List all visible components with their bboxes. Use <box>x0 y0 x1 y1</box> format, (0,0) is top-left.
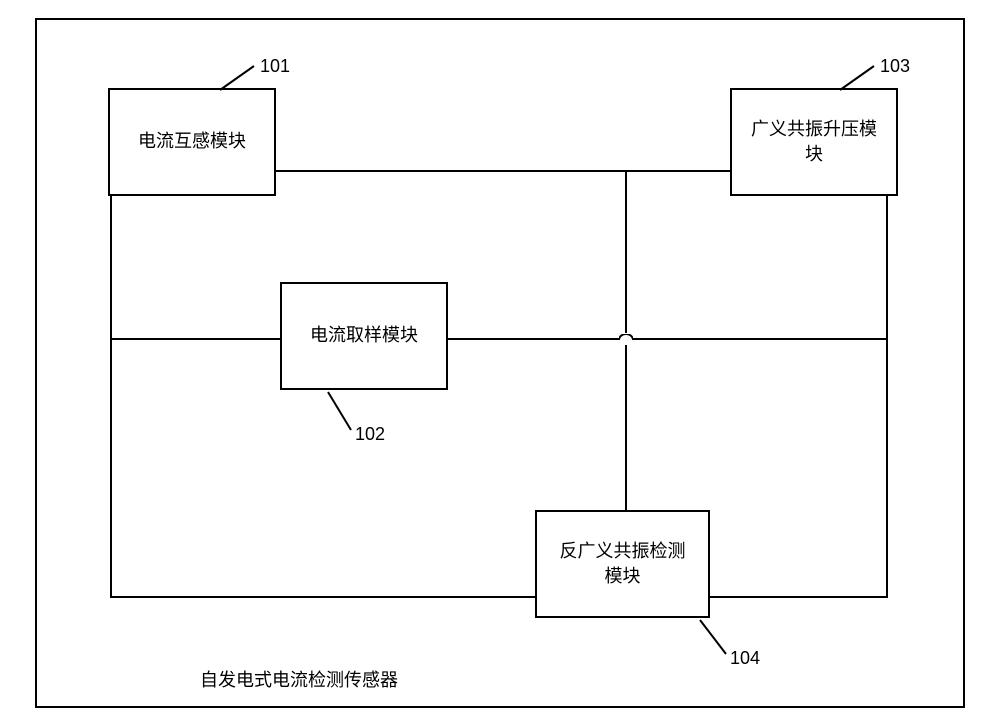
leader-line <box>219 65 255 91</box>
edge <box>448 338 886 340</box>
diagram-caption: 自发电式电流检测传感器 <box>200 666 398 692</box>
edge <box>110 596 535 598</box>
node-label: 反广义共振检测模块 <box>560 539 686 589</box>
edge <box>886 196 888 598</box>
edge <box>110 196 112 598</box>
ref-label: 104 <box>730 648 760 669</box>
node-resonance-boost: 广义共振升压模块 <box>730 88 898 196</box>
caption-label: 自发电式电流检测传感器 <box>200 670 398 690</box>
leader-line <box>327 391 352 431</box>
leader-line <box>839 65 875 91</box>
edge <box>276 170 730 172</box>
node-current-transformer: 电流互感模块 <box>108 88 276 196</box>
leader-line <box>699 619 727 655</box>
node-anti-resonance-detect: 反广义共振检测模块 <box>535 510 710 618</box>
ref-label: 102 <box>355 424 385 445</box>
node-label: 电流互感模块 <box>138 129 246 154</box>
diagram-container: 电流互感模块 电流取样模块 广义共振升压模块 反广义共振检测模块 101 102 1… <box>0 0 1000 728</box>
ref-label: 103 <box>880 56 910 77</box>
edge <box>110 338 280 340</box>
ref-label: 101 <box>260 56 290 77</box>
node-label: 广义共振升压模块 <box>751 117 877 167</box>
node-current-sampling: 电流取样模块 <box>280 282 448 390</box>
crossing-no-connect <box>619 333 633 345</box>
node-label: 电流取样模块 <box>310 323 418 348</box>
edge <box>710 596 888 598</box>
